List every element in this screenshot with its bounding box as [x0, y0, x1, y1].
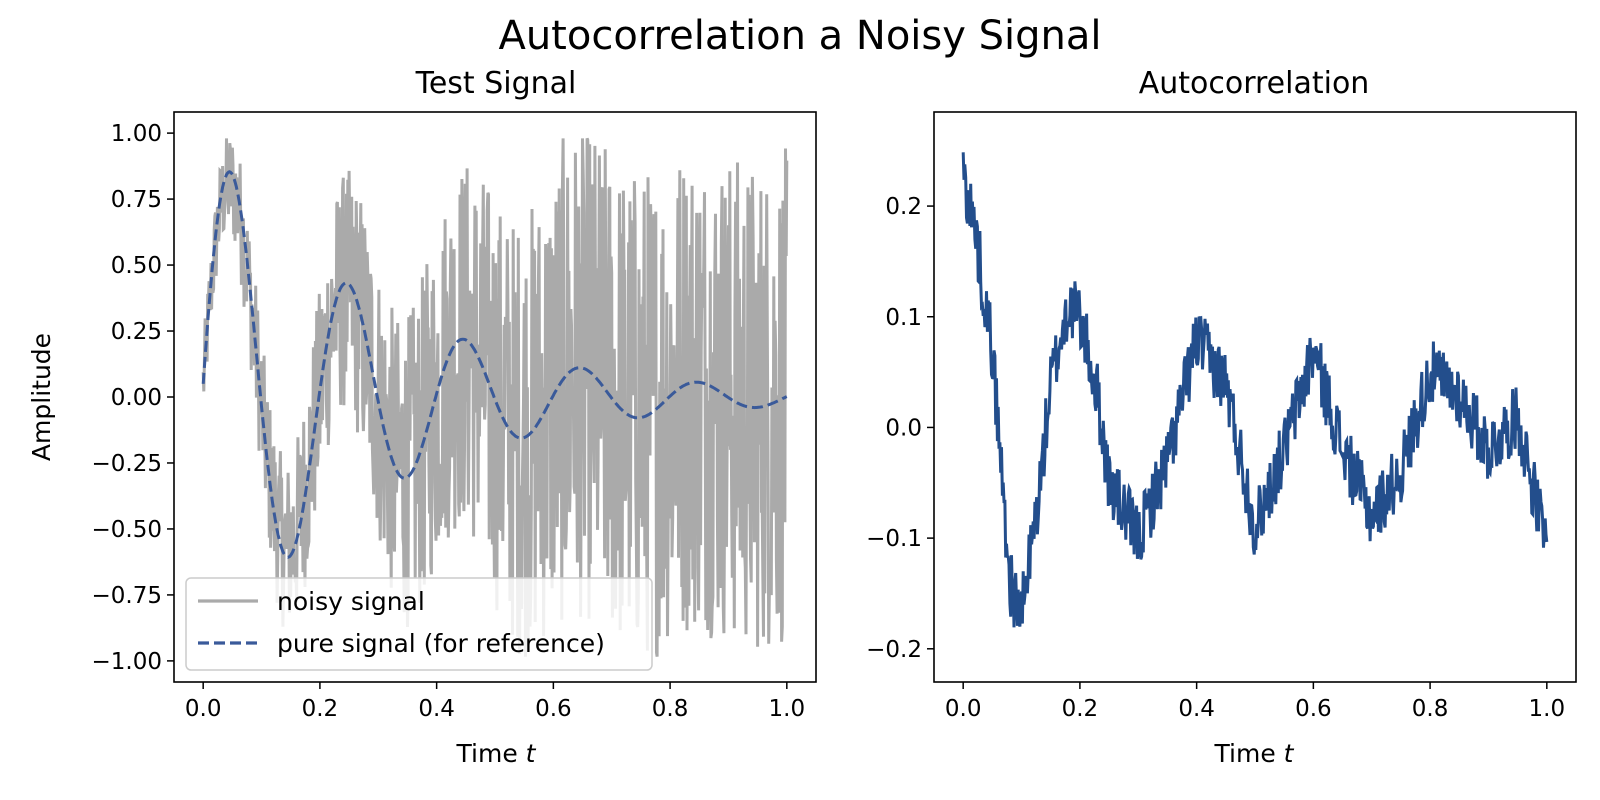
test-signal-y-axis-label: Amplitude	[27, 333, 56, 461]
autocorrelation-plot-area	[961, 152, 1549, 628]
test-signal-x-tick-label: 1.0	[769, 696, 806, 722]
test-signal-y-tick-label: −1.00	[92, 649, 162, 675]
autocorrelation-y-tick-label: 0.0	[885, 415, 922, 441]
autocorrelation-x-tick-label: 0.0	[945, 696, 982, 722]
test-signal-y-tick-label: 0.75	[111, 187, 162, 213]
test-signal-x-tick-label: 0.6	[535, 696, 572, 722]
test-signal-x-tick-label: 0.0	[185, 696, 222, 722]
test-signal-plot-area	[201, 137, 789, 657]
autocorrelation-y-ticks: 0.2 0.1 0.0 −0.1 −0.2	[866, 194, 934, 663]
autocorrelation-x-tick-label: 0.6	[1295, 696, 1332, 722]
legend: noisy signal pure signal (for reference)	[185, 577, 653, 671]
test-signal-title: Test Signal	[415, 66, 577, 101]
autocorrelation-x-axis-label: Time t	[1214, 739, 1295, 768]
figure-title: Autocorrelation a Noisy Signal	[498, 13, 1101, 59]
test-signal-y-tick-label: −0.25	[92, 451, 162, 477]
legend-label-noisy: noisy signal	[277, 587, 425, 616]
test-signal-x-ticks: 0.0 0.2 0.4 0.6 0.8 1.0	[185, 682, 805, 722]
autocorrelation-y-tick-label: −0.2	[866, 637, 922, 663]
pure-signal-line	[201, 170, 788, 559]
legend-frame	[185, 577, 653, 671]
test-signal-x-tick-label: 0.8	[652, 696, 689, 722]
noisy-signal-line	[201, 137, 789, 657]
autocorrelation-y-tick-label: −0.1	[866, 526, 922, 552]
autocorrelation-y-tick-label: 0.1	[885, 305, 922, 331]
autocorrelation-x-tick-label: 0.2	[1062, 696, 1099, 722]
test-signal-x-tick-label: 0.4	[418, 696, 455, 722]
autocorrelation-x-tick-label: 1.0	[1529, 696, 1566, 722]
test-signal-y-ticks: 1.00 0.75 0.50 0.25 0.00 −0.25 −0.50 −0.75 −1.00	[92, 121, 174, 675]
test-signal-y-tick-label: 0.00	[111, 385, 162, 411]
test-signal-x-tick-label: 0.2	[302, 696, 339, 722]
test-signal-y-tick-label: 0.50	[111, 253, 162, 279]
autocorrelation-x-tick-label: 0.8	[1412, 696, 1449, 722]
autocorrelation-y-tick-label: 0.2	[885, 194, 922, 220]
test-signal-panel: Test Signal 0.0 0.2 0.4 0.6 0.8 1.0 1.00 0.75 0…	[27, 66, 817, 768]
legend-label-pure: pure signal (for reference)	[277, 629, 605, 658]
autocorrelation-x-tick-label: 0.4	[1178, 696, 1215, 722]
autocorrelation-line	[961, 152, 1549, 628]
autocorrelation-axes-frame	[933, 111, 1577, 683]
autocorrelation-x-ticks: 0.0 0.2 0.4 0.6 0.8 1.0	[945, 682, 1565, 722]
test-signal-y-tick-label: −0.75	[92, 583, 162, 609]
autocorrelation-panel: Autocorrelation 0.0 0.2 0.4 0.6 0.8 1.0 0.20.…	[866, 66, 1577, 768]
test-signal-y-tick-label: −0.50	[92, 517, 162, 543]
autocorrelation-title: Autocorrelation	[1139, 66, 1370, 101]
test-signal-x-axis-label: Time t	[456, 739, 537, 768]
test-signal-y-tick-label: 1.00	[111, 121, 162, 147]
test-signal-y-tick-label: 0.25	[111, 319, 162, 345]
